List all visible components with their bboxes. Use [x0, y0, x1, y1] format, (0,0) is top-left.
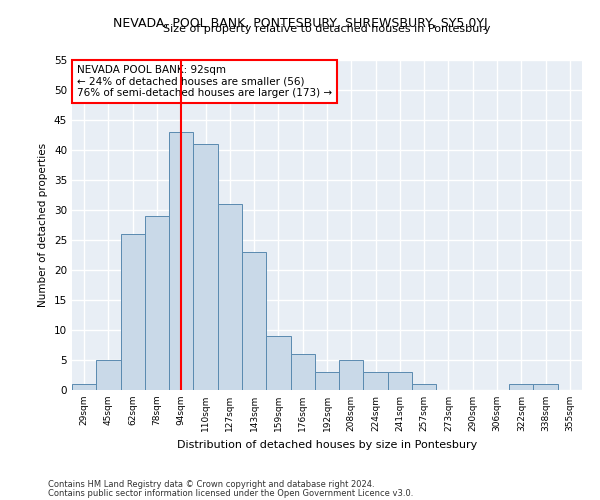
- Bar: [242, 252, 266, 390]
- Bar: [169, 132, 193, 390]
- Bar: [533, 384, 558, 390]
- Bar: [364, 372, 388, 390]
- Text: Contains HM Land Registry data © Crown copyright and database right 2024.: Contains HM Land Registry data © Crown c…: [48, 480, 374, 489]
- Bar: [193, 144, 218, 390]
- Bar: [266, 336, 290, 390]
- Bar: [315, 372, 339, 390]
- Text: NEVADA POOL BANK: 92sqm
← 24% of detached houses are smaller (56)
76% of semi-de: NEVADA POOL BANK: 92sqm ← 24% of detache…: [77, 65, 332, 98]
- Bar: [121, 234, 145, 390]
- Bar: [218, 204, 242, 390]
- Bar: [290, 354, 315, 390]
- Bar: [388, 372, 412, 390]
- Bar: [412, 384, 436, 390]
- Y-axis label: Number of detached properties: Number of detached properties: [38, 143, 49, 307]
- Text: NEVADA, POOL BANK, PONTESBURY, SHREWSBURY, SY5 0YJ: NEVADA, POOL BANK, PONTESBURY, SHREWSBUR…: [113, 18, 487, 30]
- Bar: [145, 216, 169, 390]
- Bar: [96, 360, 121, 390]
- Bar: [339, 360, 364, 390]
- Bar: [72, 384, 96, 390]
- Text: Contains public sector information licensed under the Open Government Licence v3: Contains public sector information licen…: [48, 490, 413, 498]
- Bar: [509, 384, 533, 390]
- X-axis label: Distribution of detached houses by size in Pontesbury: Distribution of detached houses by size …: [177, 440, 477, 450]
- Title: Size of property relative to detached houses in Pontesbury: Size of property relative to detached ho…: [163, 24, 491, 34]
